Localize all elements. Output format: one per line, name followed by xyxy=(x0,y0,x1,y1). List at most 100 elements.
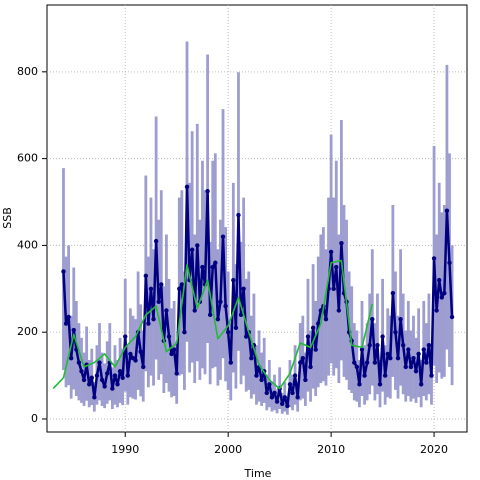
data-point xyxy=(370,316,375,322)
data-point xyxy=(200,264,205,270)
data-point xyxy=(76,360,82,365)
y-tick-label: 400 xyxy=(17,238,38,251)
data-point xyxy=(233,325,239,331)
data-point xyxy=(395,356,401,361)
data-point xyxy=(99,377,105,383)
data-point xyxy=(292,373,298,378)
data-point xyxy=(421,347,426,352)
data-point xyxy=(225,329,231,335)
data-point xyxy=(287,382,293,387)
series-line xyxy=(62,185,454,408)
data-point xyxy=(416,351,421,357)
data-point xyxy=(61,269,66,274)
data-point xyxy=(238,312,244,318)
data-point xyxy=(223,303,228,309)
data-point xyxy=(213,260,218,265)
data-point xyxy=(272,390,277,396)
data-point xyxy=(63,321,69,326)
y-tick-label: 800 xyxy=(17,65,38,78)
data-point xyxy=(192,308,197,313)
data-point xyxy=(81,377,87,383)
data-point xyxy=(220,234,226,239)
x-axis-label: Time xyxy=(244,467,272,480)
data-point xyxy=(151,316,156,322)
data-point xyxy=(264,390,269,396)
data-point xyxy=(138,349,143,354)
data-point xyxy=(128,351,133,357)
data-point xyxy=(305,334,311,339)
data-point xyxy=(390,290,396,296)
data-point xyxy=(437,277,442,283)
data-point xyxy=(71,327,76,333)
data-point xyxy=(228,360,233,365)
series-line xyxy=(52,259,374,390)
data-point xyxy=(166,334,172,339)
y-tick-label: 200 xyxy=(17,325,38,338)
y-tick-label: 0 xyxy=(31,412,38,425)
data-point xyxy=(398,316,403,322)
data-point xyxy=(249,356,254,361)
data-point xyxy=(156,299,161,305)
data-point xyxy=(210,264,215,270)
data-point xyxy=(259,377,264,383)
data-point xyxy=(174,371,179,376)
data-point xyxy=(94,373,100,378)
data-point xyxy=(388,356,393,361)
data-point xyxy=(439,295,444,300)
data-point xyxy=(385,351,390,357)
data-point xyxy=(184,184,190,190)
data-point xyxy=(236,212,241,218)
data-point xyxy=(269,395,275,400)
data-point xyxy=(141,364,146,370)
data-point xyxy=(243,334,249,339)
data-point xyxy=(393,329,398,335)
data-point xyxy=(316,321,321,326)
data-point xyxy=(354,364,360,370)
data-point xyxy=(298,360,303,365)
data-point xyxy=(171,347,177,352)
data-point xyxy=(133,358,138,363)
data-point xyxy=(313,347,318,352)
data-point xyxy=(195,243,200,248)
data-point xyxy=(102,384,107,389)
data-point xyxy=(295,395,300,400)
data-point xyxy=(254,373,259,378)
data-point xyxy=(125,373,131,378)
data-point xyxy=(290,390,295,396)
data-point xyxy=(79,369,84,374)
data-point xyxy=(359,347,365,352)
data-point xyxy=(205,188,210,194)
x-tick-label: 2020 xyxy=(420,443,448,456)
data-point xyxy=(177,286,182,291)
data-point xyxy=(442,290,447,296)
x-tick-label: 1990 xyxy=(111,443,139,456)
data-point xyxy=(308,364,313,370)
data-point xyxy=(215,316,221,322)
data-point xyxy=(300,356,306,361)
data-point xyxy=(408,364,414,370)
data-point xyxy=(431,256,437,261)
data-point xyxy=(357,382,362,387)
data-point xyxy=(372,360,378,365)
data-point xyxy=(285,403,290,409)
data-point xyxy=(179,282,185,287)
data-point xyxy=(143,273,149,278)
data-point xyxy=(418,382,424,387)
data-point xyxy=(153,238,159,244)
data-point xyxy=(87,382,92,387)
data-point xyxy=(303,377,308,383)
data-point xyxy=(280,401,285,406)
data-point xyxy=(310,325,316,331)
data-point xyxy=(169,351,174,357)
data-point xyxy=(123,334,128,339)
data-point xyxy=(189,247,195,252)
data-point xyxy=(377,382,383,387)
data-point xyxy=(331,286,336,291)
data-point xyxy=(426,343,432,348)
data-point xyxy=(117,369,123,374)
data-point xyxy=(231,277,236,283)
y-tick-label: 600 xyxy=(17,152,38,165)
data-point xyxy=(159,282,164,287)
data-point xyxy=(148,286,154,291)
data-point xyxy=(318,308,324,313)
